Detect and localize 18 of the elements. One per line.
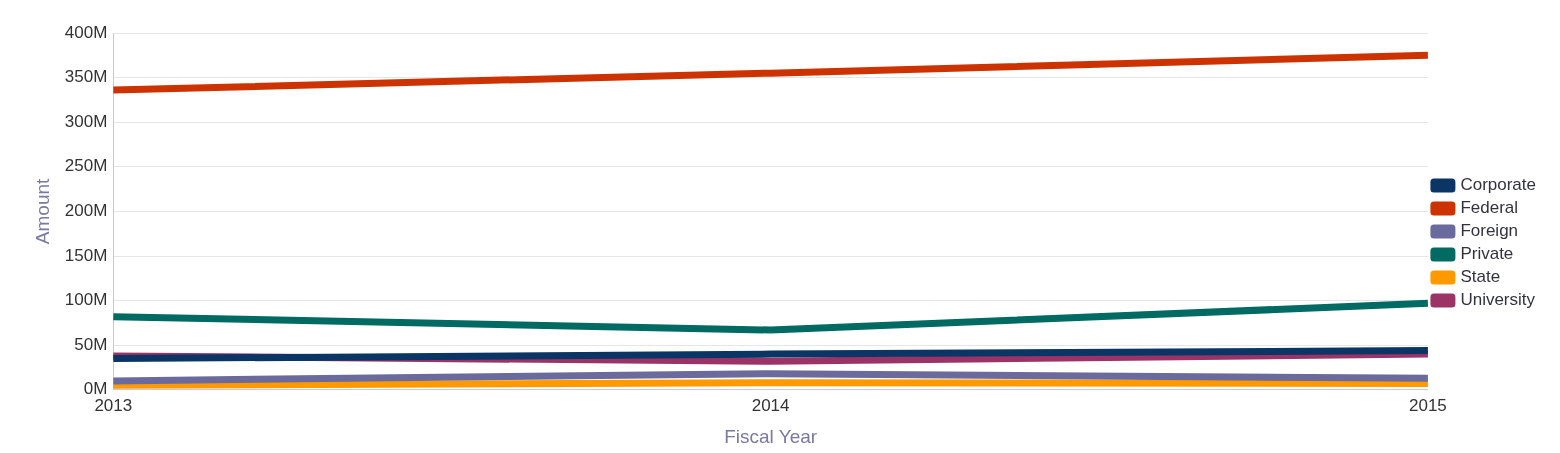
legend-label: Corporate xyxy=(1460,175,1537,195)
y-tick-label: 50M xyxy=(74,334,108,354)
y-tick-label: 100M xyxy=(64,290,108,310)
legend-label: Foreign xyxy=(1460,221,1519,241)
x-tick-label: 2014 xyxy=(751,395,790,415)
y-tick-label: 250M xyxy=(64,156,108,176)
legend-label: Federal xyxy=(1460,198,1519,218)
legend-label: Private xyxy=(1460,244,1514,264)
legend-label: University xyxy=(1460,290,1536,310)
y-tick-label: 400M xyxy=(64,22,108,42)
y-tick-label: 350M xyxy=(64,67,108,87)
x-axis-title: Fiscal Year xyxy=(724,425,818,447)
y-tick-label: 150M xyxy=(64,245,108,265)
y-tick-label: 200M xyxy=(64,201,108,221)
y-axis-title: Amount xyxy=(31,177,53,245)
y-tick-label: 300M xyxy=(64,111,108,131)
legend-label: State xyxy=(1460,267,1501,287)
x-tick-label: 2015 xyxy=(1408,395,1447,415)
